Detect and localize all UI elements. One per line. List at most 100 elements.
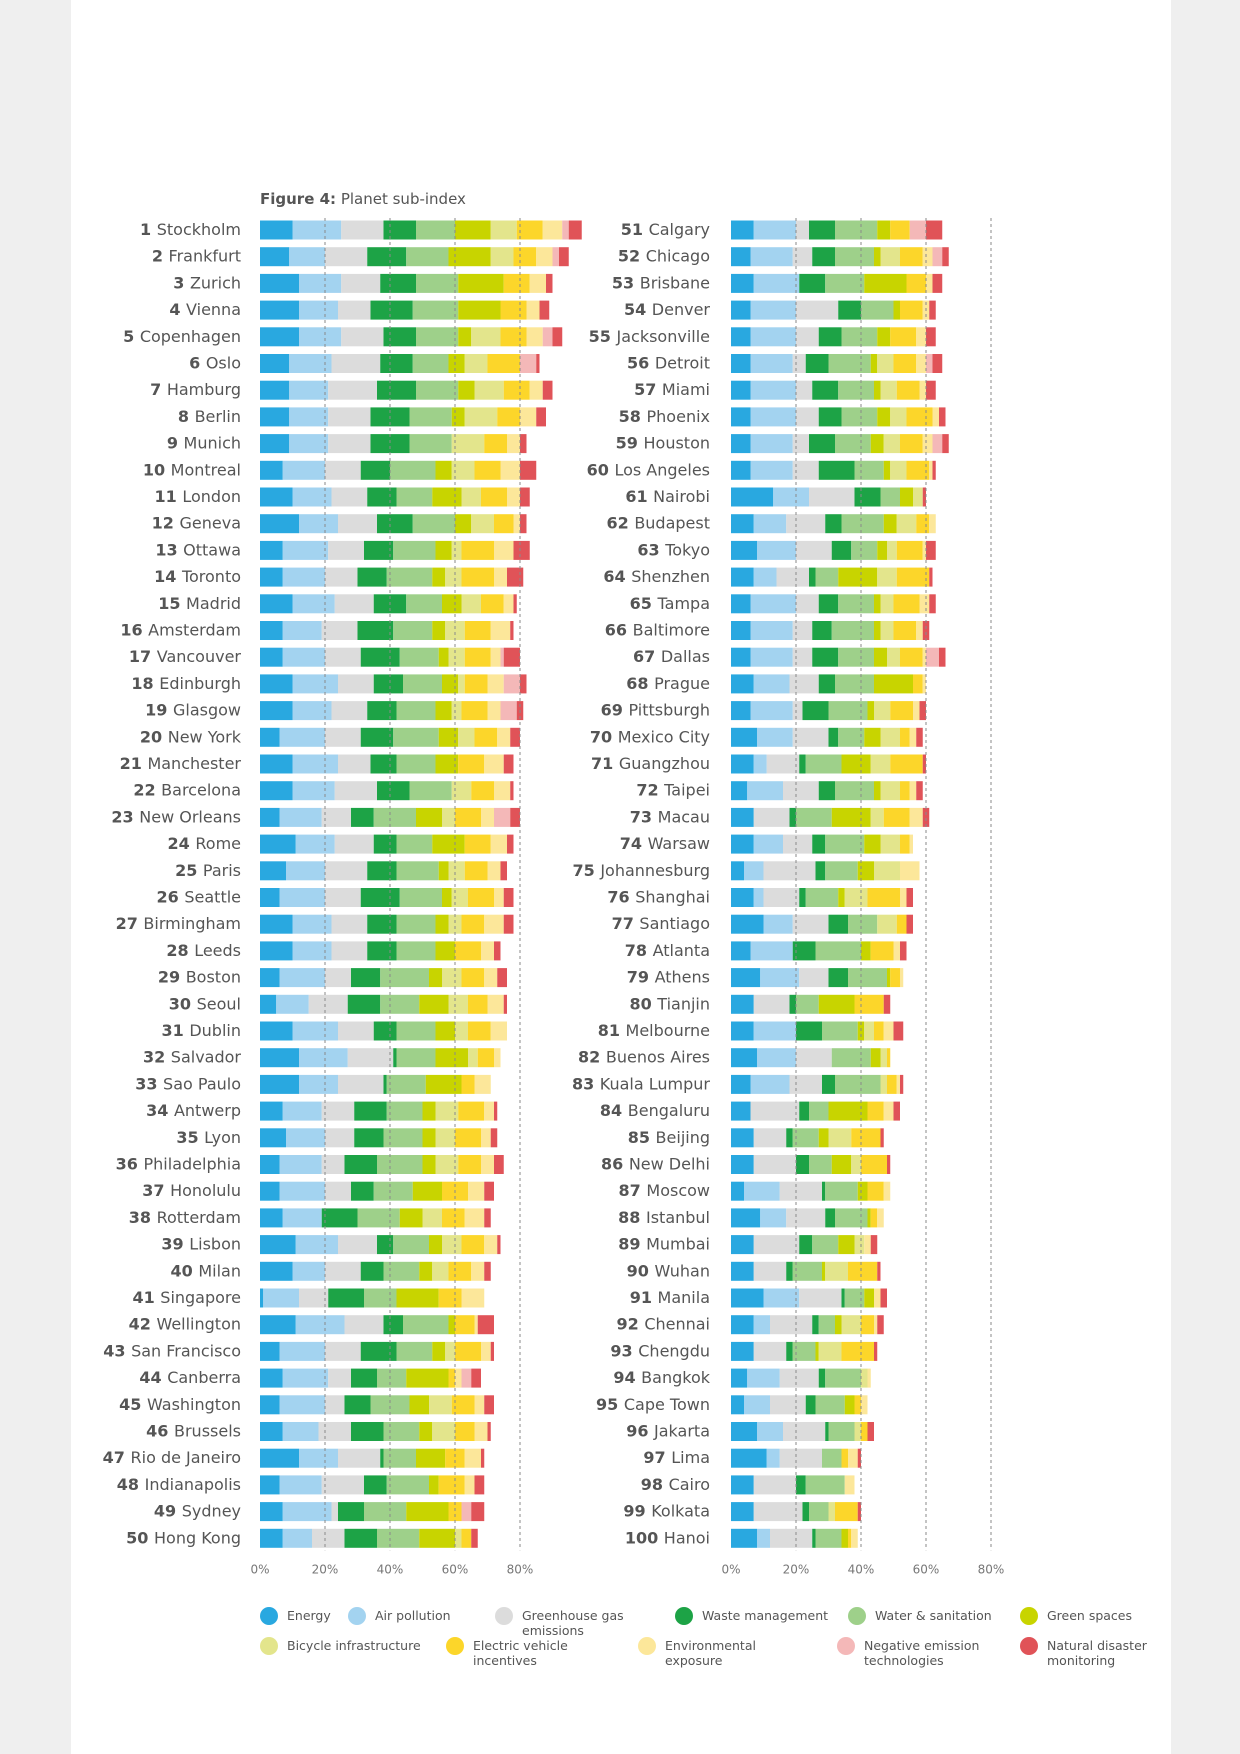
- bar-segment-air-pollution: [750, 434, 793, 454]
- bar-segment-green-spaces: [870, 354, 878, 373]
- city-label: 52 Chicago: [618, 247, 710, 266]
- bar-segment-energy: [260, 674, 293, 694]
- bar-segment-bicycle-infrastructure: [471, 514, 494, 534]
- city-label: 69 Pittsburgh: [601, 701, 710, 720]
- bar-segment-environmental-exposure: [484, 1235, 498, 1255]
- city-label: 51 Calgary: [621, 220, 710, 239]
- bar-segment-energy: [260, 701, 293, 721]
- legend-label: Air pollution: [375, 1608, 451, 1623]
- city-rank: 91: [630, 1288, 658, 1307]
- bar-segment-energy: [260, 941, 293, 961]
- bar-segment-energy: [731, 327, 751, 347]
- bar-segment-green-spaces: [435, 941, 455, 961]
- bar-segment-bicycle-infrastructure: [844, 888, 868, 907]
- city-row: 38 Rotterdam: [129, 1208, 491, 1228]
- city-rank: 63: [637, 540, 665, 559]
- bar-segment-green-spaces: [416, 1448, 446, 1468]
- city-label: 98 Cairo: [641, 1475, 710, 1494]
- bar-segment-greenhouse-gas-emissions: [753, 1502, 803, 1522]
- bar-segment-electric-vehicle-incentives: [890, 968, 900, 988]
- bar-segment-air-pollution: [299, 300, 338, 320]
- bar-segment-air-pollution: [282, 540, 329, 560]
- bar-segment-negative-emission-technologies: [932, 434, 943, 454]
- bar-segment-energy: [260, 621, 283, 640]
- bar-segment-greenhouse-gas-emissions: [750, 1101, 800, 1121]
- city-label: 49 Sydney: [154, 1502, 241, 1521]
- city-row: 42 Wellington: [129, 1315, 494, 1335]
- bar-segment-environmental-exposure: [464, 1475, 475, 1495]
- bar-segment-electric-vehicle-incentives: [851, 1128, 881, 1148]
- bar-segment-electric-vehicle-incentives: [468, 994, 488, 1014]
- city-name: Madrid: [186, 594, 241, 613]
- city-rank: 77: [612, 914, 640, 933]
- bar-segment-electric-vehicle-incentives: [835, 1502, 858, 1522]
- city-label: 47 Rio de Janeiro: [103, 1448, 241, 1467]
- city-row: 30 Seoul: [169, 994, 507, 1014]
- city-name: Stockholm: [157, 220, 241, 239]
- bar-segment-negative-emission-technologies: [503, 674, 520, 694]
- bar-segment-green-spaces: [838, 567, 878, 587]
- city-name: Geneva: [180, 514, 242, 533]
- city-label: 25 Paris: [175, 861, 241, 880]
- bar-segment-natural-disaster-monitoring: [906, 914, 913, 934]
- bar-segment-water-sanitation: [809, 1155, 832, 1174]
- bar-segment-waste-management: [383, 327, 416, 347]
- city-rank: 16: [120, 621, 148, 640]
- legend-label: Energy: [287, 1608, 331, 1623]
- bar-segment-waste-management: [321, 1208, 358, 1228]
- bar-segment-green-spaces: [900, 487, 913, 507]
- bar-segment-electric-vehicle-incentives: [458, 754, 485, 774]
- bar-segment-waste-management: [377, 1235, 394, 1255]
- city-row: 53 Brisbane: [612, 273, 943, 293]
- city-row: 55 Jacksonville: [589, 327, 936, 347]
- bar-segment-environmental-exposure: [464, 1208, 485, 1228]
- bar-segment-green-spaces: [458, 273, 504, 293]
- bar-segment-natural-disaster-monitoring: [484, 1395, 494, 1415]
- bar-segment-waste-management: [786, 1341, 793, 1361]
- bar-segment-air-pollution: [750, 247, 793, 267]
- bar-segment-water-sanitation: [815, 1528, 842, 1548]
- bar-segment-water-sanitation: [831, 621, 874, 640]
- bar-segment-greenhouse-gas-emissions: [753, 1475, 796, 1495]
- bar-segment-energy: [731, 540, 757, 560]
- bar-segment-electric-vehicle-incentives: [890, 220, 910, 240]
- bar-segment-energy: [260, 514, 299, 534]
- bar-segment-electric-vehicle-incentives: [474, 727, 498, 747]
- bar-segment-electric-vehicle-incentives: [461, 1235, 485, 1255]
- bar-segment-energy: [731, 807, 754, 827]
- bar-segment-air-pollution: [282, 1101, 322, 1121]
- bar-segment-greenhouse-gas-emissions: [325, 460, 361, 480]
- bar-segment-waste-management: [796, 1475, 806, 1495]
- bar-segment-air-pollution: [292, 701, 332, 721]
- bar-segment-electric-vehicle-incentives: [438, 1288, 462, 1308]
- city-label: 36 Philadelphia: [116, 1155, 241, 1174]
- bar-segment-bicycle-infrastructure: [468, 1048, 478, 1068]
- city-rank: 88: [618, 1208, 646, 1227]
- city-label: 95 Cape Town: [596, 1395, 710, 1414]
- bar-segment-bicycle-infrastructure: [883, 434, 900, 454]
- bar-segment-green-spaces: [438, 861, 449, 881]
- city-label: 8 Berlin: [178, 407, 241, 426]
- city-name: Santiago: [639, 914, 710, 933]
- bar-segment-greenhouse-gas-emissions: [325, 1181, 351, 1201]
- city-row: 26 Seattle: [157, 888, 514, 907]
- bar-segment-bicycle-infrastructure: [854, 1422, 861, 1441]
- city-name: Seoul: [197, 994, 241, 1013]
- bar-segment-water-sanitation: [373, 1181, 413, 1201]
- bar-segment-air-pollution: [753, 754, 767, 774]
- city-label: 96 Jakarta: [626, 1422, 710, 1441]
- bar-segment-energy: [731, 1155, 754, 1174]
- bar-segment-natural-disaster-monitoring: [520, 674, 527, 694]
- city-name: Athens: [655, 968, 710, 987]
- bar-segment-electric-vehicle-incentives: [900, 300, 923, 320]
- bar-segment-greenhouse-gas-emissions: [809, 487, 855, 507]
- bar-segment-waste-management: [799, 888, 806, 907]
- bar-segment-natural-disaster-monitoring: [520, 434, 527, 454]
- bar-segment-energy: [731, 1315, 754, 1335]
- city-rank: 35: [176, 1128, 204, 1147]
- bar-segment-greenhouse-gas-emissions: [792, 914, 829, 934]
- bar-segment-water-sanitation: [848, 914, 878, 934]
- bar-segment-electric-vehicle-incentives: [461, 567, 494, 587]
- city-row: 49 Sydney: [154, 1502, 485, 1522]
- bar-segment-bicycle-infrastructure: [870, 807, 884, 827]
